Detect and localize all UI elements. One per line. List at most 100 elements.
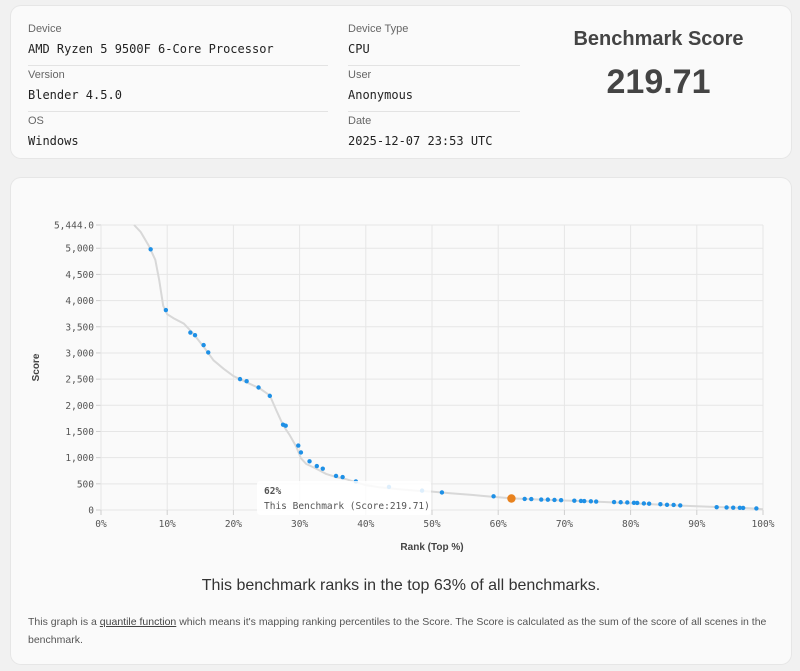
- y-tick-label: 4,500: [65, 270, 94, 281]
- os-value: Windows: [28, 134, 79, 148]
- os-label: OS: [28, 115, 44, 127]
- device-type-value: CPU: [348, 42, 370, 56]
- benchmark-point: [307, 459, 312, 464]
- benchmark-point: [333, 473, 339, 479]
- benchmark-point: [188, 330, 193, 335]
- benchmark-point: [631, 500, 637, 505]
- score-box: Benchmark Score 219.71: [556, 28, 761, 102]
- info-column-middle: Device Type CPU User Anonymous Date 2025…: [348, 20, 520, 157]
- device-info-card: Device AMD Ryzen 5 9500F 6-Core Processo…: [11, 6, 791, 158]
- chart-card: 0 500 1,000 1,500 2,000 2,500 3,000 3,500 4,000 4…: [11, 178, 791, 664]
- benchmark-point: [578, 498, 584, 504]
- footnote-text-before: This graph is a: [28, 616, 100, 628]
- benchmark-point: [539, 497, 544, 502]
- tooltip-box: [257, 481, 431, 515]
- benchmark-point: [237, 376, 243, 382]
- device-value: AMD Ryzen 5 9500F 6-Core Processor: [28, 42, 274, 56]
- benchmark-point: [439, 490, 445, 495]
- x-tick-label: 20%: [225, 519, 242, 530]
- benchmark-point: [737, 505, 743, 511]
- x-tick-label: 80%: [622, 519, 639, 530]
- benchmark-score-label: Benchmark Score: [573, 28, 744, 50]
- version-field: Version Blender 4.5.0: [28, 68, 328, 112]
- y-tick-label: 4,000: [65, 296, 94, 307]
- benchmark-point: [320, 466, 325, 471]
- benchmark-point: [522, 496, 527, 502]
- benchmark-point: [635, 500, 640, 506]
- y-tick-label: 3,500: [65, 322, 94, 333]
- quantile-chart[interactable]: 0 500 1,000 1,500 2,000 2,500 3,000 3,500 4,000 4…: [11, 178, 791, 568]
- date-field: Date 2025-12-07 23:53 UTC: [348, 114, 520, 157]
- chart-footnote: This graph is a quantile function which …: [28, 613, 768, 649]
- y-tick-label: 1,500: [65, 427, 94, 438]
- version-value: Blender 4.5.0: [28, 88, 122, 102]
- benchmark-point: [588, 499, 594, 504]
- benchmark-point: [283, 423, 288, 428]
- benchmark-point: [148, 247, 153, 252]
- x-tick-label: 70%: [556, 519, 573, 530]
- x-tick-label: 100%: [752, 519, 775, 530]
- y-tick-label: 1,000: [65, 453, 94, 464]
- benchmark-point: [593, 499, 599, 504]
- device-field: Device AMD Ryzen 5 9500F 6-Core Processo…: [28, 22, 328, 66]
- benchmark-point: [731, 505, 736, 510]
- device-type-field: Device Type CPU: [348, 22, 520, 66]
- os-field: OS Windows: [28, 114, 328, 157]
- quantile-function-link[interactable]: quantile function: [99, 616, 177, 628]
- benchmark-point: [206, 350, 211, 355]
- benchmark-point: [572, 498, 577, 503]
- benchmark-point: [558, 498, 564, 503]
- y-tick-label: 2,000: [65, 401, 94, 412]
- benchmark-point: [163, 307, 169, 313]
- x-tick-label: 10%: [159, 519, 176, 530]
- version-label: Version: [28, 69, 65, 81]
- benchmark-point: [724, 505, 729, 510]
- y-axis-title: Score: [31, 353, 42, 381]
- benchmark-point: [678, 503, 683, 508]
- benchmark-point: [244, 379, 249, 384]
- y-tick-label: 3,000: [65, 348, 94, 359]
- this-benchmark-point: [507, 494, 516, 503]
- quantile-curve: [133, 224, 764, 511]
- x-tick-label: 0%: [95, 519, 107, 530]
- device-type-label: Device Type: [348, 23, 409, 35]
- device-label: Device: [28, 23, 62, 35]
- y-tick-label: 0: [88, 506, 94, 517]
- rank-summary: This benchmark ranks in the top 63% of a…: [201, 577, 601, 594]
- benchmark-point: [754, 506, 759, 511]
- benchmark-point: [340, 474, 345, 480]
- benchmark-point: [658, 502, 663, 507]
- x-tick-label: 90%: [688, 519, 705, 530]
- benchmark-point: [256, 385, 261, 390]
- benchmark-point: [618, 500, 623, 505]
- benchmark-point: [552, 497, 557, 503]
- user-field: User Anonymous: [348, 68, 520, 112]
- benchmark-point: [714, 504, 719, 510]
- benchmark-point: [740, 505, 746, 511]
- benchmark-point: [625, 500, 630, 505]
- y-tick-label: 5,444.0: [54, 221, 94, 232]
- benchmark-point: [267, 393, 273, 399]
- y-tick-label: 5,000: [65, 244, 94, 255]
- x-tick-label: 40%: [357, 519, 374, 530]
- benchmark-score-value: 219.71: [606, 63, 711, 101]
- user-value: Anonymous: [348, 88, 414, 102]
- benchmark-point: [192, 332, 198, 338]
- benchmark-point: [646, 501, 652, 506]
- benchmark-point: [641, 501, 647, 506]
- footnote-text-after: which means it's mapping ranking percent…: [28, 616, 767, 646]
- tooltip-title: 62%: [264, 486, 281, 497]
- benchmark-point: [545, 497, 551, 502]
- y-tick-label: 500: [77, 479, 94, 490]
- date-value: 2025-12-07 23:53 UTC: [348, 134, 493, 148]
- user-label: User: [348, 69, 372, 81]
- tooltip-body: This Benchmark (Score:219.71): [264, 501, 430, 512]
- benchmark-point: [296, 443, 301, 448]
- x-tick-label: 60%: [490, 519, 507, 530]
- x-tick-label: 30%: [291, 519, 308, 530]
- benchmark-point: [491, 494, 496, 499]
- benchmark-point: [314, 463, 320, 469]
- benchmark-point: [582, 498, 587, 504]
- benchmark-point: [529, 496, 534, 502]
- x-tick-label: 50%: [423, 519, 440, 530]
